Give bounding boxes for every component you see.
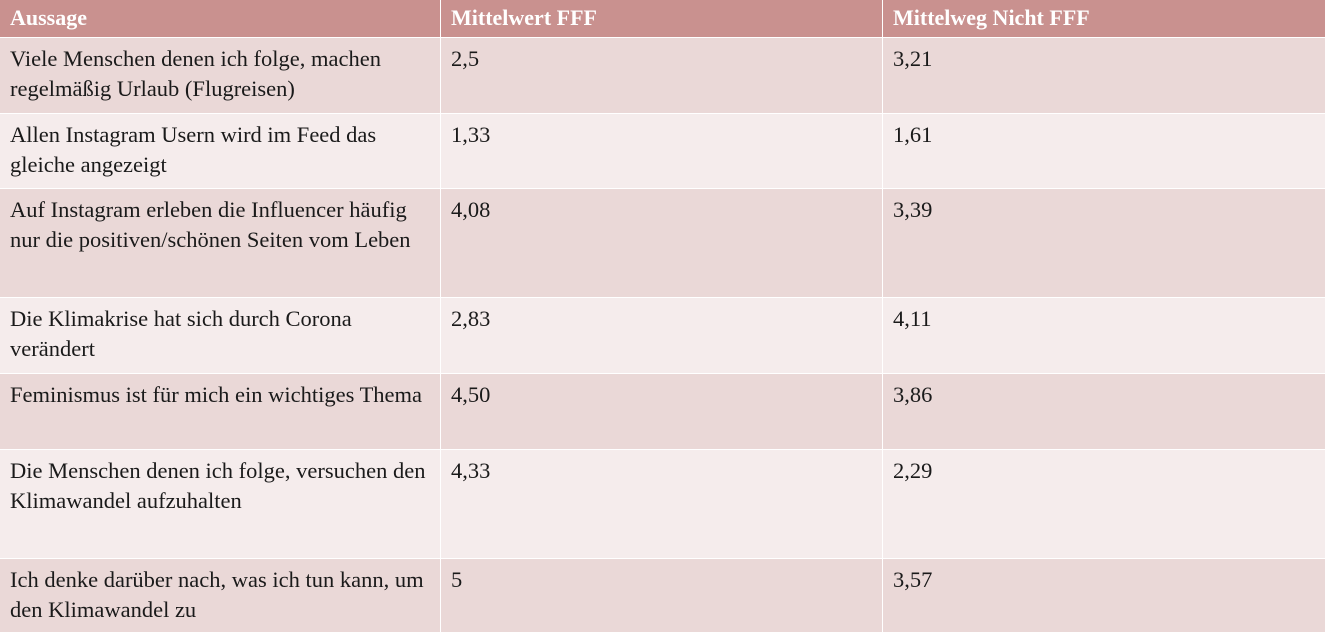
statement-cell: Ich denke darüber nach, was ich tun kann…	[0, 559, 441, 632]
header-statement: Aussage	[0, 0, 441, 37]
table-row: Feminismus ist für mich ein wichtiges Th…	[0, 373, 1325, 449]
statement-cell: Die Menschen denen ich folge, versuchen …	[0, 450, 441, 558]
fff-value-cell: 4,33	[441, 450, 883, 558]
fff-value-cell: 4,08	[441, 189, 883, 297]
table-row: Die Klimakrise hat sich durch Corona ver…	[0, 297, 1325, 373]
header-mean-not-fff: Mittelweg Nicht FFF	[893, 5, 1090, 30]
not-fff-value-cell: 3,21	[893, 46, 933, 71]
fff-value-cell: 4,50	[441, 374, 883, 449]
not-fff-value-cell: 4,11	[893, 306, 932, 331]
statement-cell: Allen Instagram Usern wird im Feed das g…	[0, 114, 441, 188]
statement-cell: Auf Instagram erleben die Influencer häu…	[0, 189, 441, 297]
statement-cell: Viele Menschen denen ich folge, machen r…	[0, 38, 441, 113]
table-row: Ich denke darüber nach, was ich tun kann…	[0, 558, 1325, 632]
table-row: Auf Instagram erleben die Influencer häu…	[0, 188, 1325, 297]
statement-cell: Feminismus ist für mich ein wichtiges Th…	[0, 374, 441, 449]
fff-value-cell: 1,33	[441, 114, 883, 188]
not-fff-value-cell: 3,57	[893, 567, 933, 592]
fff-value-cell: 5	[441, 559, 883, 632]
table-row: Die Menschen denen ich folge, versuchen …	[0, 449, 1325, 558]
not-fff-value-cell: 3,86	[893, 382, 933, 407]
fff-value-cell: 2,83	[441, 298, 883, 373]
not-fff-value-cell: 1,61	[893, 122, 933, 147]
not-fff-value-cell: 3,39	[893, 197, 933, 222]
statement-cell: Die Klimakrise hat sich durch Corona ver…	[0, 298, 441, 373]
fff-value-cell: 2,5	[441, 38, 883, 113]
table-header-row: Aussage Mittelwert FFF Mittelweg Nicht F…	[0, 0, 1325, 37]
table-row: Allen Instagram Usern wird im Feed das g…	[0, 113, 1325, 188]
header-mean-fff: Mittelwert FFF	[441, 0, 883, 37]
table-row: Viele Menschen denen ich folge, machen r…	[0, 37, 1325, 113]
not-fff-value-cell: 2,29	[893, 458, 933, 483]
